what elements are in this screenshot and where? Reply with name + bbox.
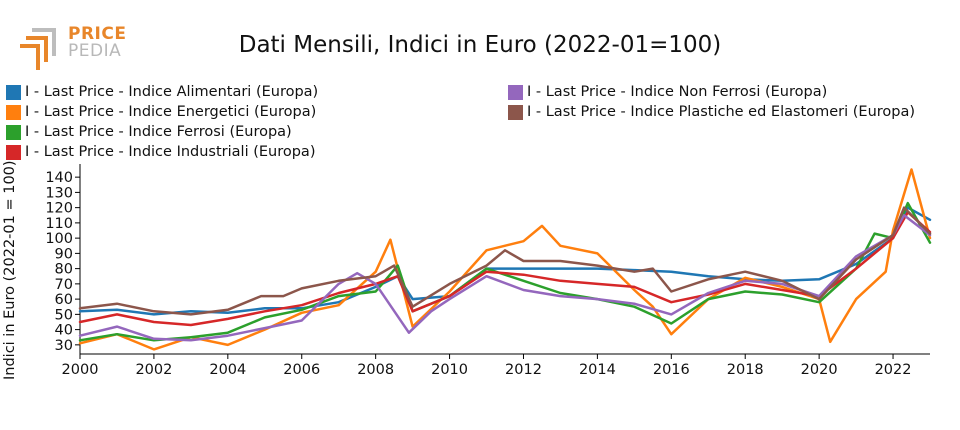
series-line — [78, 206, 932, 316]
y-tick-label: 60 — [55, 292, 73, 308]
legend-label: I - Last Price - Indice Alimentari (Euro… — [25, 84, 319, 100]
series-line — [78, 201, 932, 342]
y-tick-label: 140 — [45, 170, 73, 186]
legend-item[interactable]: I - Last Price - Indice Industriali (Eur… — [6, 144, 315, 160]
series-line — [78, 168, 932, 351]
logo-text-price: PRICE — [68, 24, 127, 44]
y-tick-label: 80 — [55, 262, 73, 278]
series-line — [78, 206, 932, 316]
chart-title: Dati Mensili, Indici in Euro (2022-01=10… — [238, 32, 722, 58]
y-tick-label: 30 — [55, 338, 73, 354]
legend-swatch — [6, 124, 21, 140]
y-tick-label: 70 — [55, 277, 73, 293]
legend-swatch — [508, 84, 523, 100]
legend-item[interactable]: I - Last Price - Indice Energetici (Euro… — [6, 104, 316, 120]
legend-item[interactable]: I - Last Price - Indice Ferrosi (Europa) — [6, 124, 292, 140]
y-tick-label: 90 — [55, 246, 73, 262]
x-tick-label: 2018 — [727, 362, 764, 378]
legend-label: I - Last Price - Indice Non Ferrosi (Eur… — [527, 84, 828, 100]
y-tick-label: 110 — [45, 216, 73, 232]
legend-item[interactable]: I - Last Price - Indice Plastiche ed Ela… — [508, 104, 915, 120]
legend-label: I - Last Price - Indice Industriali (Eur… — [25, 144, 316, 160]
x-tick-label: 2022 — [875, 362, 912, 378]
logo-mark — [20, 28, 56, 70]
x-tick-label: 2010 — [431, 362, 468, 378]
legend-label: I - Last Price - Indice Plastiche ed Ela… — [527, 104, 916, 120]
x-tick-label: 2000 — [62, 362, 99, 378]
legend-swatch — [6, 84, 21, 100]
pricepedia-logo: PRICE PEDIA — [18, 24, 128, 74]
x-tick-label: 2014 — [579, 362, 616, 378]
x-tick-label: 2012 — [505, 362, 542, 378]
legend-label: I - Last Price - Indice Ferrosi (Europa) — [25, 124, 292, 140]
legend-item[interactable]: I - Last Price - Indice Alimentari (Euro… — [6, 84, 318, 100]
x-tick-label: 2004 — [209, 362, 246, 378]
legend-label: I - Last Price - Indice Energetici (Euro… — [25, 104, 317, 120]
x-tick-label: 2020 — [801, 362, 838, 378]
logo-text-pedia: PEDIA — [68, 41, 122, 61]
x-tick-label: 2008 — [357, 362, 394, 378]
legend-item[interactable]: I - Last Price - Indice Non Ferrosi (Eur… — [508, 84, 827, 100]
y-tick-label: 40 — [55, 323, 73, 339]
legend-swatch — [6, 104, 21, 120]
x-tick-label: 2006 — [283, 362, 320, 378]
x-tick-label: 2016 — [653, 362, 690, 378]
y-tick-label: 120 — [45, 201, 73, 217]
y-tick-label: 50 — [55, 307, 73, 323]
legend-swatch — [508, 104, 523, 120]
y-tick-label: 100 — [45, 231, 73, 247]
x-tick-label: 2002 — [135, 362, 172, 378]
legend-swatch — [6, 144, 21, 160]
y-tick-label: 130 — [45, 185, 73, 201]
